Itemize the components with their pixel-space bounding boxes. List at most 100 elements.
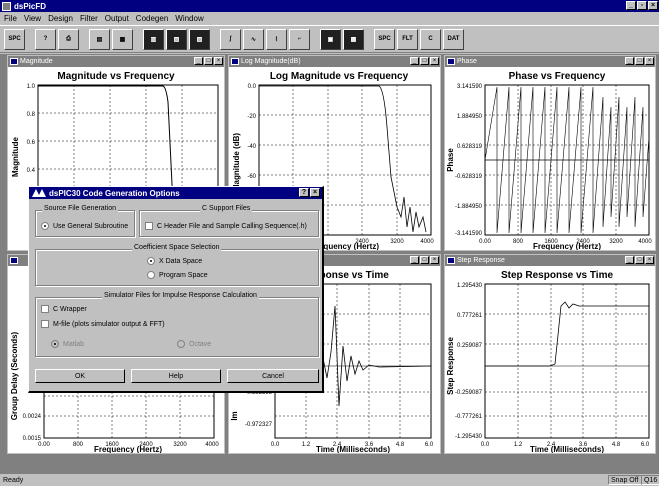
option-label: X Data Space <box>159 257 203 265</box>
minimize-button[interactable]: _ <box>625 256 634 264</box>
window-icon <box>447 58 455 65</box>
y-tick-label: 1.295430 <box>457 283 483 289</box>
close-button[interactable]: × <box>645 57 654 65</box>
menu-window[interactable]: Window <box>175 14 204 23</box>
graph-view-3-icon[interactable]: ▨ <box>189 28 210 50</box>
use-general-subroutine-radio[interactable]: Use General Subroutine <box>41 222 128 230</box>
close-button[interactable]: × <box>214 57 223 65</box>
minimize-button[interactable]: _ <box>410 57 419 65</box>
help-button[interactable]: ? <box>299 188 309 197</box>
maximize-button[interactable]: □ <box>420 57 429 65</box>
y-tick-label: 0.6 <box>27 140 36 146</box>
menu-output[interactable]: Output <box>104 14 129 23</box>
plot-title: Log Magnitude vs Frequency <box>270 71 409 82</box>
maximize-button[interactable]: □ <box>204 57 213 65</box>
x-tick-label: 2.4 <box>333 442 342 448</box>
radio-indicator <box>51 340 59 348</box>
group-label: C Support Files <box>200 205 253 212</box>
y-tick-label: 0.777261 <box>457 313 483 319</box>
spc-toolbar-button[interactable]: SPC <box>4 28 25 50</box>
x-tick-label: 4.8 <box>396 442 405 448</box>
restore-button[interactable]: ▫ <box>637 1 647 10</box>
c-output-button[interactable]: C <box>420 28 441 50</box>
close-button[interactable]: × <box>430 256 439 264</box>
y-tick-label: -40 <box>247 144 256 150</box>
print-icon[interactable]: ⎙ <box>58 28 79 50</box>
c-support-files-group: C Support Files <box>139 205 319 237</box>
program-space-radio[interactable]: Program Space <box>147 271 208 279</box>
toolbar: SPC ? ⎙ ▤ ▦ ▥ ▧ ▨ ∫ ∿ ⌇ ⌐ ▣ ▩ SPC FLT C … <box>0 25 659 53</box>
menu-filter[interactable]: Filter <box>80 14 98 23</box>
flt-output-button[interactable]: FLT <box>397 28 418 50</box>
menu-codegen[interactable]: Codegen <box>135 14 169 23</box>
close-button[interactable]: × <box>645 256 654 264</box>
magnitude-curve <box>38 85 175 226</box>
x-tick-label: 3200 <box>609 239 623 245</box>
close-button[interactable]: × <box>310 188 320 197</box>
x-tick-label: 3200 <box>173 442 187 448</box>
menu-view[interactable]: View <box>23 14 42 23</box>
help-pointer-icon[interactable]: ? <box>35 28 56 50</box>
open-graph-icon[interactable]: ▤ <box>89 28 110 50</box>
minimize-button[interactable]: _ <box>194 57 203 65</box>
coef-view-icon[interactable]: ▣ <box>320 28 341 50</box>
group-label: Simulator Files for Impulse Response Cal… <box>102 292 259 299</box>
close-button[interactable]: × <box>430 57 439 65</box>
cancel-button[interactable]: Cancel <box>227 369 319 383</box>
m-file-checkbox[interactable]: M-file (plots simulator output & FFT) <box>41 320 165 328</box>
plot-title: Phase vs Frequency <box>509 71 606 82</box>
spc-output-button[interactable]: SPC <box>374 28 395 50</box>
ok-button[interactable]: OK <box>35 369 125 383</box>
maximize-button[interactable]: □ <box>420 256 429 264</box>
phase-plot-icon[interactable]: ∿ <box>243 28 264 50</box>
plot-title: Response vs Time <box>301 270 389 281</box>
dialog-title: dsPIC30 Code Generation Options <box>49 188 180 198</box>
step-plot-icon[interactable]: ⌐ <box>289 28 310 50</box>
phase-window[interactable]: Phase _ □ × Phase vs Frequency 3.141590 1.… <box>444 55 656 251</box>
close-button[interactable]: × <box>648 1 658 10</box>
graph-view-2-icon[interactable]: ▧ <box>166 28 187 50</box>
menu-design[interactable]: Design <box>48 14 73 23</box>
x-axis-label: Frequency (Hertz) <box>94 445 162 453</box>
matlab-radio[interactable]: Matlab <box>51 340 84 348</box>
c-header-file-checkbox[interactable]: C Header File and Sample Calling Sequenc… <box>145 222 307 230</box>
code-generation-dialog: dsPIC30 Code Generation Options ? × Sour… <box>28 186 324 393</box>
octave-radio[interactable]: Octave <box>177 340 211 348</box>
x-tick-label: 3.6 <box>365 442 374 448</box>
c-wrapper-checkbox[interactable]: C Wrapper <box>41 305 87 313</box>
minimize-button[interactable]: _ <box>626 1 636 10</box>
graph-view-1-icon[interactable]: ▥ <box>143 28 164 50</box>
y-tick-label: 0.0024 <box>23 414 42 420</box>
source-file-group: Source File Generation <box>35 205 135 237</box>
x-data-space-radio[interactable]: X Data Space <box>147 257 202 265</box>
help-dialog-button[interactable]: Help <box>131 369 221 383</box>
maximize-button[interactable]: □ <box>635 256 644 264</box>
magnitude-plot-icon[interactable]: ∫ <box>220 28 241 50</box>
dat-output-button[interactable]: DAT <box>443 28 464 50</box>
x-tick-label: 2.4 <box>547 442 556 448</box>
workspace-bottom <box>0 455 659 474</box>
menu-file[interactable]: File <box>4 14 17 23</box>
y-tick-label: -0.583398 <box>245 390 273 396</box>
y-axis-label: Magnitude (dB) <box>232 133 241 192</box>
log-magnitude-curve <box>259 85 427 233</box>
checkbox-indicator <box>41 305 49 313</box>
zoom-view-icon[interactable]: ▩ <box>343 28 364 50</box>
y-axis-label: Phase <box>446 148 455 172</box>
option-label: Matlab <box>63 340 85 348</box>
x-tick-label: 800 <box>513 239 524 245</box>
x-axis-label: Time (Milliseconds) <box>316 445 390 453</box>
app-title: dsPicFD <box>14 1 47 11</box>
save-graph-icon[interactable]: ▦ <box>112 28 133 50</box>
y-tick-label: -1.295430 <box>455 434 483 440</box>
window-title: Phase <box>457 58 477 65</box>
y-axis-label: Step Response <box>446 337 455 395</box>
impulse-plot-icon[interactable]: ⌇ <box>266 28 287 50</box>
minimize-button[interactable]: _ <box>410 256 419 264</box>
minimize-button[interactable]: _ <box>625 57 634 65</box>
maximize-button[interactable]: □ <box>635 57 644 65</box>
y-tick-label: 0.259087 <box>457 343 483 349</box>
q-format-indicator: Q16 <box>641 475 659 485</box>
step-response-window[interactable]: Step Response _ □ × Step Response vs Time … <box>444 254 656 454</box>
step-curve <box>485 301 649 367</box>
